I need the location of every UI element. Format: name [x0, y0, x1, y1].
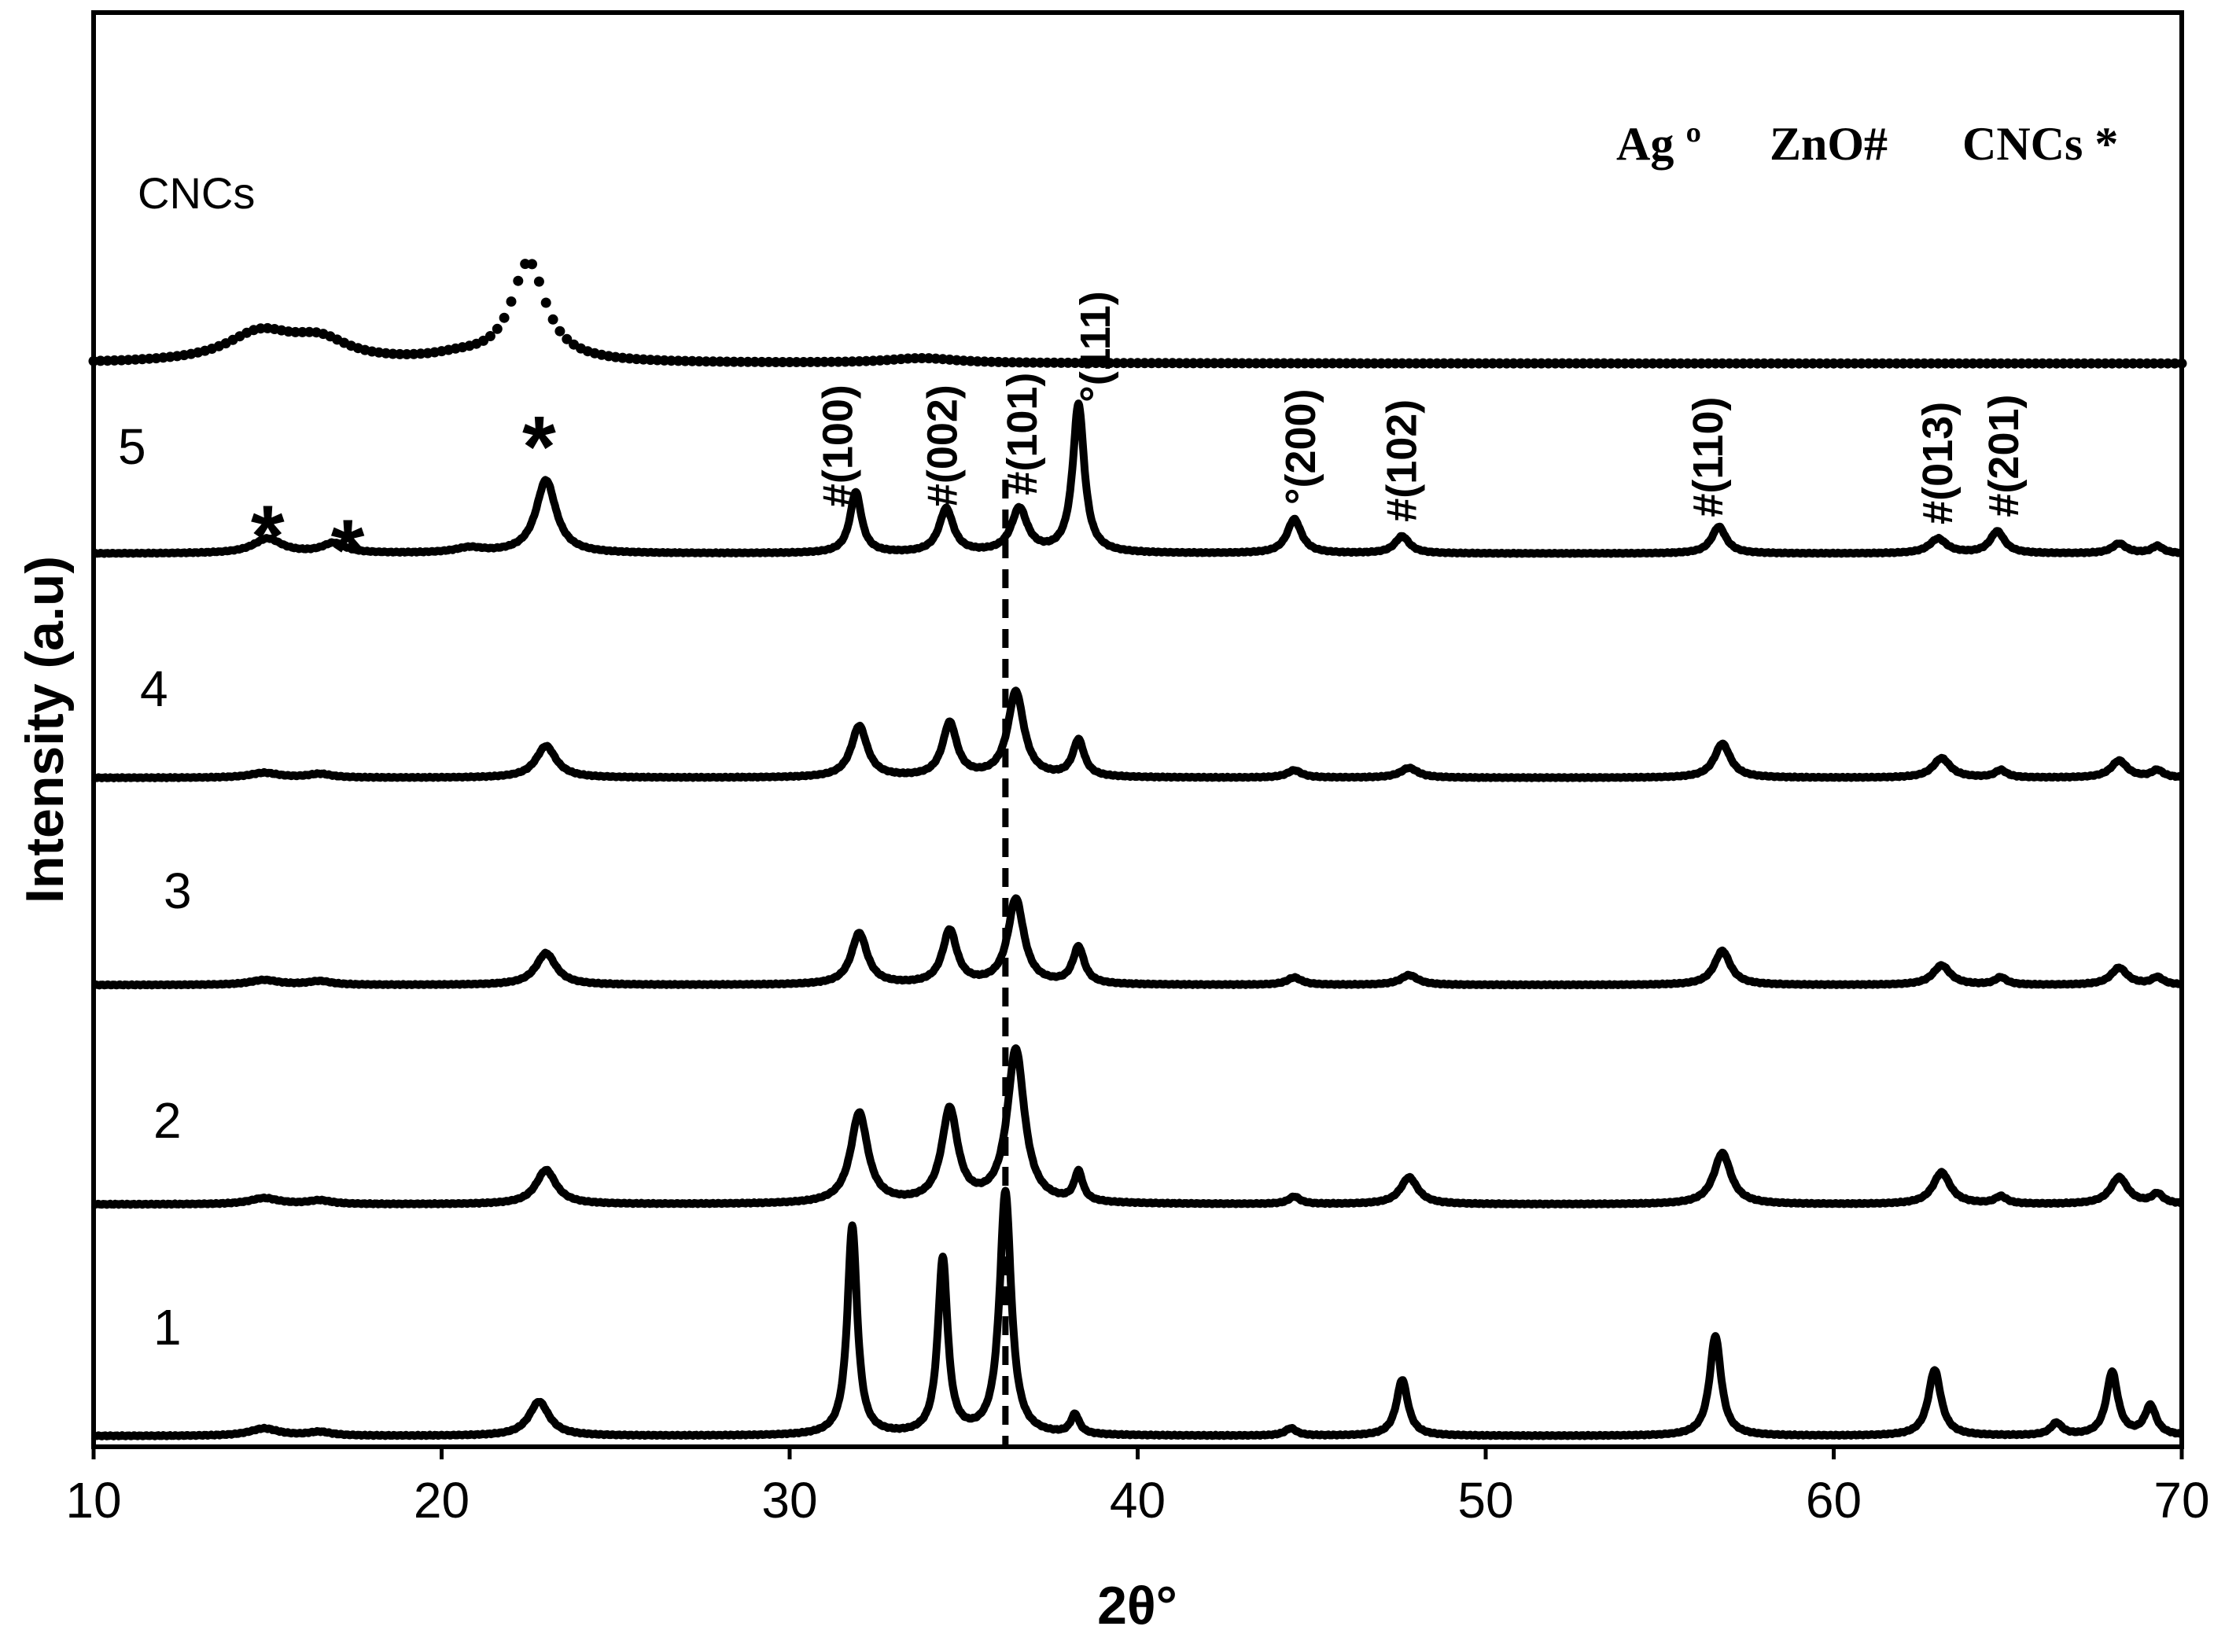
- curve-5: [90, 399, 2186, 558]
- curve-3: [90, 894, 2186, 990]
- peak-label-0: #(100): [815, 384, 862, 507]
- curve-2: [90, 1044, 2186, 1209]
- peak-label-3: °(111): [1072, 291, 1119, 403]
- curve-label-5: 5: [118, 418, 146, 475]
- curve-cncs: [88, 259, 2187, 369]
- peak-label-1: #(002): [919, 384, 966, 507]
- legend-ag: Ag º: [1616, 118, 1701, 170]
- x-tick-label: 40: [1110, 1472, 1166, 1529]
- curve-label-2: 2: [153, 1092, 182, 1149]
- cnc-star-1: *: [331, 502, 365, 598]
- peak-label-5: #(102): [1379, 399, 1426, 522]
- x-axis: 10 20 30 40 50 60 70: [65, 1447, 2210, 1529]
- x-tick-label: 50: [1457, 1472, 1513, 1529]
- curve-labels: 1 2 3 4 5 CNCs: [118, 168, 255, 1356]
- x-tick-label: 30: [761, 1472, 817, 1529]
- peak-label-4: °(200): [1277, 388, 1324, 505]
- peak-label-2: #(101): [999, 373, 1046, 495]
- legend-cncs: CNCs *: [1962, 118, 2118, 170]
- peak-label-7: #(013): [1914, 402, 1962, 524]
- curve-label-1: 1: [153, 1299, 182, 1356]
- curve-label-4: 4: [140, 660, 168, 717]
- x-tick-label: 70: [2153, 1472, 2209, 1529]
- legend-zno: ZnO#: [1770, 118, 1888, 170]
- curve-label-cncs: CNCs: [138, 168, 255, 218]
- plot-frame: [91, 10, 2184, 1449]
- x-axis-title: 2θ°: [1097, 1576, 1177, 1635]
- cnc-star-2: *: [522, 399, 556, 495]
- cnc-star-0: *: [251, 488, 285, 584]
- x-tick-label: 20: [414, 1472, 470, 1529]
- peak-annotations: #(100) #(002) #(101) °(111) °(200) #(102) #(11…: [251, 291, 2028, 598]
- y-axis-title: Intensity (a.u): [15, 556, 75, 903]
- curve-label-3: 3: [164, 863, 192, 919]
- x-tick-label: 10: [65, 1472, 121, 1529]
- series-curves: [88, 259, 2187, 1440]
- curve-4: [90, 686, 2186, 782]
- curve-1: [90, 1187, 2186, 1440]
- peak-label-8: #(201): [1980, 395, 2028, 517]
- peak-label-6: #(110): [1685, 396, 1732, 517]
- x-tick-label: 60: [1806, 1472, 1862, 1529]
